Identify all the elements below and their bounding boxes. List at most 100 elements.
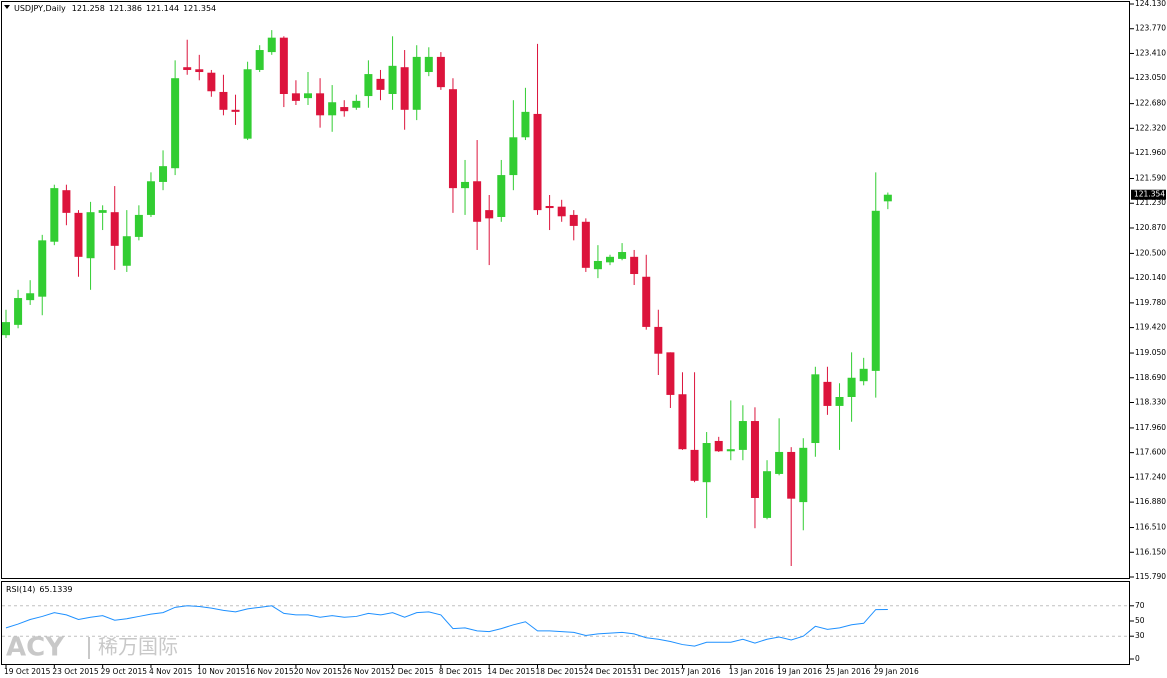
candle-body: [267, 37, 276, 53]
x-tick-label: 13 Jan 2016: [729, 667, 774, 676]
candle-body: [448, 89, 457, 189]
candle-body: [219, 91, 228, 110]
y-tick-label: 116.880: [1135, 497, 1166, 506]
candle-body: [509, 137, 518, 176]
candle-body: [255, 50, 264, 70]
x-tick-label: 29 Jan 2016: [874, 667, 919, 676]
candle-body: [291, 93, 300, 101]
y-tick-label: 122.680: [1135, 99, 1166, 108]
candle-body: [545, 205, 554, 209]
x-tick-label: 14 Dec 2015: [487, 667, 535, 676]
x-tick-label: 20 Nov 2015: [294, 667, 342, 676]
candle-body: [134, 214, 143, 237]
candle-body: [630, 256, 639, 275]
y-tick-label: 117.960: [1135, 423, 1166, 432]
candle-body: [726, 449, 735, 452]
candle-body: [376, 78, 385, 90]
candle-body: [823, 381, 832, 406]
candle-body: [678, 394, 687, 450]
x-tick-label: 26 Nov 2015: [342, 667, 390, 676]
rsi-panel: [1, 581, 1130, 665]
candle-body: [171, 78, 180, 169]
candle-body: [618, 252, 627, 259]
candle-body: [859, 368, 868, 382]
y-tick-label: 117.600: [1135, 448, 1166, 457]
y-tick-label: 122.320: [1135, 123, 1166, 132]
candle-body: [714, 440, 723, 452]
y-tick-label: 50: [1135, 616, 1145, 625]
x-tick-label: 7 Jan 2016: [680, 667, 720, 676]
x-tick-label: 31 Dec 2015: [632, 667, 680, 676]
y-tick-label: 120.140: [1135, 273, 1166, 282]
candle-body: [110, 212, 119, 246]
y-tick-label: 70: [1135, 601, 1145, 610]
rsi-title: RSI(14) 65.1339: [6, 585, 73, 594]
candle-body: [606, 256, 614, 263]
candle-body: [243, 69, 252, 139]
candle-body: [74, 212, 83, 257]
candle-body: [207, 72, 216, 92]
candle-body: [304, 93, 312, 99]
candle-body: [581, 221, 590, 268]
candle-body: [183, 67, 192, 70]
y-tick-label: 121.230: [1135, 198, 1166, 207]
y-tick-label: 120.870: [1135, 223, 1166, 232]
candle-body: [690, 449, 699, 481]
y-tick-label: 123.770: [1135, 24, 1166, 33]
candle-body: [2, 322, 10, 336]
x-tick-label: 18 Dec 2015: [536, 667, 584, 676]
candle-body: [159, 166, 168, 182]
candle-body: [533, 113, 542, 211]
y-tick-label: 116.150: [1135, 547, 1166, 556]
y-tick-label: 0: [1135, 654, 1140, 663]
ohlc-close: 121.354: [183, 4, 216, 13]
rsi-line: [5, 605, 888, 647]
x-tick-label: 29 Oct 2015: [101, 667, 148, 676]
watermark-name: 稀万国际: [98, 635, 178, 659]
candle-body: [847, 377, 856, 397]
y-tick-label: 117.240: [1135, 472, 1166, 481]
candle-body: [364, 74, 373, 97]
candle-body: [352, 100, 361, 108]
candle-body: [98, 210, 107, 213]
x-tick-label: 24 Dec 2015: [584, 667, 632, 676]
y-tick-label: 121.590: [1135, 174, 1166, 183]
candle-body: [412, 56, 421, 110]
y-tick-label: 118.330: [1135, 397, 1166, 406]
candle-body: [521, 111, 530, 138]
candle-body: [328, 102, 337, 116]
candle-body: [436, 56, 445, 88]
y-tick-label: 115.790: [1135, 572, 1166, 581]
candle-body: [738, 421, 747, 450]
y-tick-label: 118.690: [1135, 373, 1166, 382]
candle-body: [642, 276, 651, 327]
price-label: 121.354: [1134, 190, 1165, 199]
y-tick-label: 119.780: [1135, 298, 1166, 307]
candle-body: [146, 181, 155, 215]
y-tick-label: 124.130: [1135, 0, 1166, 8]
candle-body: [811, 374, 820, 444]
x-tick-label: 10 Nov 2015: [197, 667, 245, 676]
candle-body: [569, 214, 578, 226]
candle-body: [340, 107, 349, 112]
rsi-last: 65.1339: [39, 585, 72, 594]
ohlc-open: 121.258: [72, 4, 105, 13]
y-tick-label: 121.960: [1135, 148, 1166, 157]
candle-body: [835, 396, 844, 406]
y-tick-label: 30: [1135, 631, 1145, 640]
y-tick-label: 120.500: [1135, 248, 1166, 257]
candle-body: [461, 181, 470, 189]
y-tick-label: 119.050: [1135, 348, 1166, 357]
candle-body: [750, 421, 759, 498]
y-tick-label: 116.510: [1135, 523, 1166, 532]
price-label-bg: [1131, 189, 1166, 200]
candle-body: [86, 212, 95, 259]
x-tick-label: 16 Nov 2015: [246, 667, 294, 676]
symbol: USDJPY,Daily: [14, 4, 66, 13]
candle-body: [485, 210, 494, 219]
candle-body: [557, 206, 566, 217]
watermark-divider: [88, 637, 90, 659]
candle-body: [424, 56, 433, 73]
candle-body: [763, 471, 772, 518]
ohlc-low: 121.144: [146, 4, 179, 13]
